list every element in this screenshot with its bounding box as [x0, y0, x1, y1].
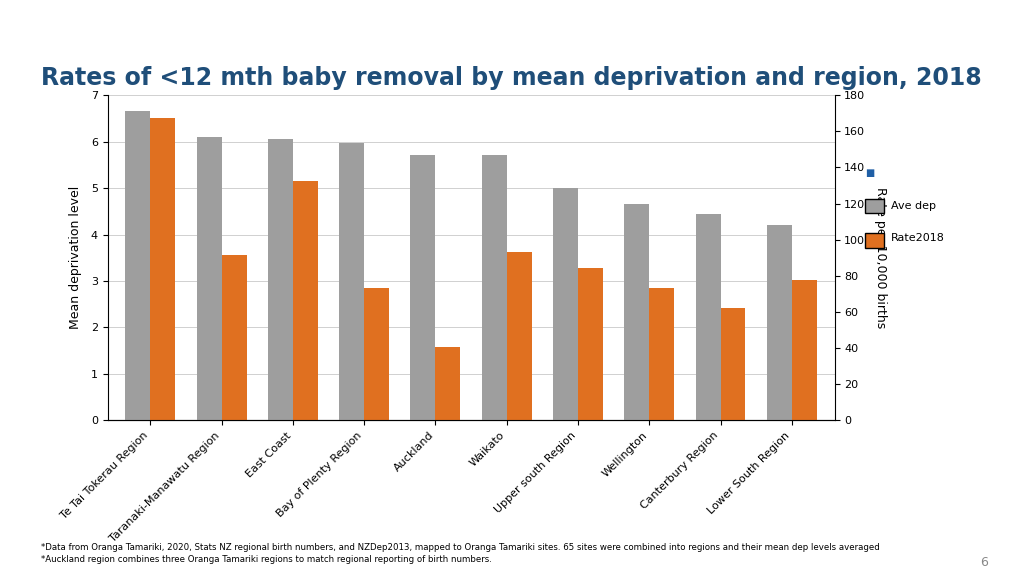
Bar	[125, 111, 151, 420]
Bar	[481, 156, 507, 420]
Bar	[435, 347, 461, 420]
Bar	[221, 255, 247, 420]
Bar	[721, 308, 745, 420]
Bar	[792, 279, 817, 420]
Bar	[553, 188, 578, 420]
Bar	[625, 204, 649, 420]
Bar	[365, 288, 389, 420]
Bar	[268, 139, 293, 420]
Bar	[767, 225, 792, 420]
Text: ■: ■	[865, 168, 874, 178]
Bar	[339, 143, 365, 420]
Text: *Data from Oranga Tamariki, 2020, Stats NZ regional birth numbers, and NZDep2013: *Data from Oranga Tamariki, 2020, Stats …	[41, 543, 880, 552]
Bar	[649, 288, 674, 420]
Text: Rate2018: Rate2018	[891, 233, 945, 243]
Bar	[293, 181, 317, 420]
Bar	[411, 154, 435, 420]
Text: 6: 6	[980, 556, 988, 569]
Bar	[695, 214, 721, 420]
Text: *Auckland region combines three Oranga Tamariki regions to match regional report: *Auckland region combines three Oranga T…	[41, 555, 492, 564]
Bar	[507, 252, 531, 420]
Text: Rates of <12 mth baby removal by mean deprivation and region, 2018: Rates of <12 mth baby removal by mean de…	[41, 66, 982, 90]
Y-axis label: Mean deprivation level: Mean deprivation level	[70, 186, 82, 329]
Bar	[151, 118, 175, 420]
Bar	[197, 137, 221, 420]
Bar	[578, 268, 603, 420]
Y-axis label: Rate per 10,000 births: Rate per 10,000 births	[873, 187, 887, 328]
Text: Ave dep: Ave dep	[891, 200, 936, 211]
